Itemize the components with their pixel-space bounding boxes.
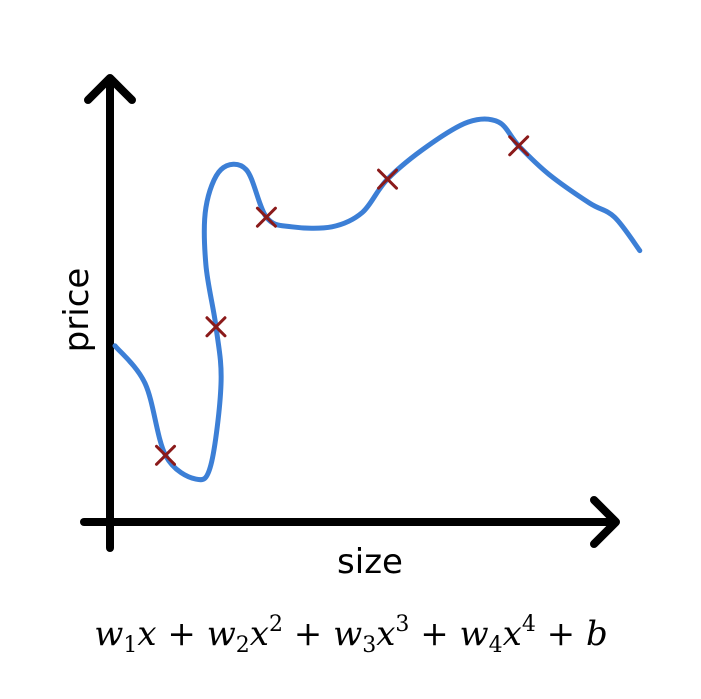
formula-term-4-coef: w bbox=[460, 614, 489, 654]
y-axis-label: price bbox=[57, 268, 97, 353]
formula-term-4-var: x bbox=[503, 614, 522, 654]
formula-term-2-coef: w bbox=[207, 614, 236, 654]
data-point-stroke bbox=[508, 135, 530, 157]
formula-term-3-var: x bbox=[376, 614, 395, 654]
formula: w1x + w2x2 + w3x3 + w4x4 + b bbox=[94, 612, 607, 658]
y-axis-arrow bbox=[84, 74, 136, 104]
formula-term-1-var: x bbox=[137, 614, 156, 654]
data-point-stroke bbox=[377, 168, 399, 190]
data-point-stroke bbox=[255, 206, 277, 228]
formula-plus-3: + bbox=[420, 614, 449, 654]
data-point-stroke bbox=[155, 444, 177, 466]
data-point-3 bbox=[255, 206, 277, 228]
formula-term-2-sup: 2 bbox=[269, 612, 283, 637]
formula-term-2-sub: 2 bbox=[236, 633, 250, 658]
formula-plus-4: + bbox=[547, 614, 576, 654]
formula-term-3-coef: w bbox=[333, 614, 362, 654]
formula-term-3-sup: 3 bbox=[395, 612, 409, 637]
formula-term-2-var: x bbox=[250, 614, 269, 654]
data-point-4 bbox=[377, 168, 399, 190]
formula-term-4-sup: 4 bbox=[522, 612, 536, 637]
formula-constant: b bbox=[586, 614, 608, 654]
fit-curve bbox=[112, 116, 643, 483]
data-point-1 bbox=[155, 444, 177, 466]
data-point-5 bbox=[508, 135, 530, 157]
formula-plus-1: + bbox=[167, 614, 196, 654]
formula-term-1-sub: 1 bbox=[123, 633, 137, 658]
plot-area bbox=[112, 116, 643, 483]
data-point-2 bbox=[205, 316, 227, 338]
x-axis-arrow bbox=[590, 496, 620, 548]
formula-term-3-sub: 3 bbox=[362, 633, 376, 658]
formula-term-1-coef: w bbox=[94, 614, 123, 654]
x-axis-label: size bbox=[337, 542, 403, 582]
formula-plus-2: + bbox=[294, 614, 323, 654]
data-point-stroke bbox=[205, 316, 227, 338]
formula-term-4-sub: 4 bbox=[489, 633, 503, 658]
